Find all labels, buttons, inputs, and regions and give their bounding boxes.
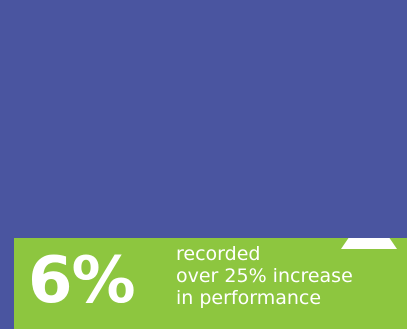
stat-figure: 6% [28,244,136,318]
stat-line-2: over 25% increase [176,264,353,287]
up-triangle-icon [341,238,397,249]
stat-line-3: in performance [176,286,322,309]
blue-background-panel [0,0,407,238]
stat-line-1: recorded [176,243,261,265]
stat-band: 6% recorded over 25% increase in perform… [14,238,407,329]
stat-description: recorded over 25% increase in performanc… [176,243,406,310]
